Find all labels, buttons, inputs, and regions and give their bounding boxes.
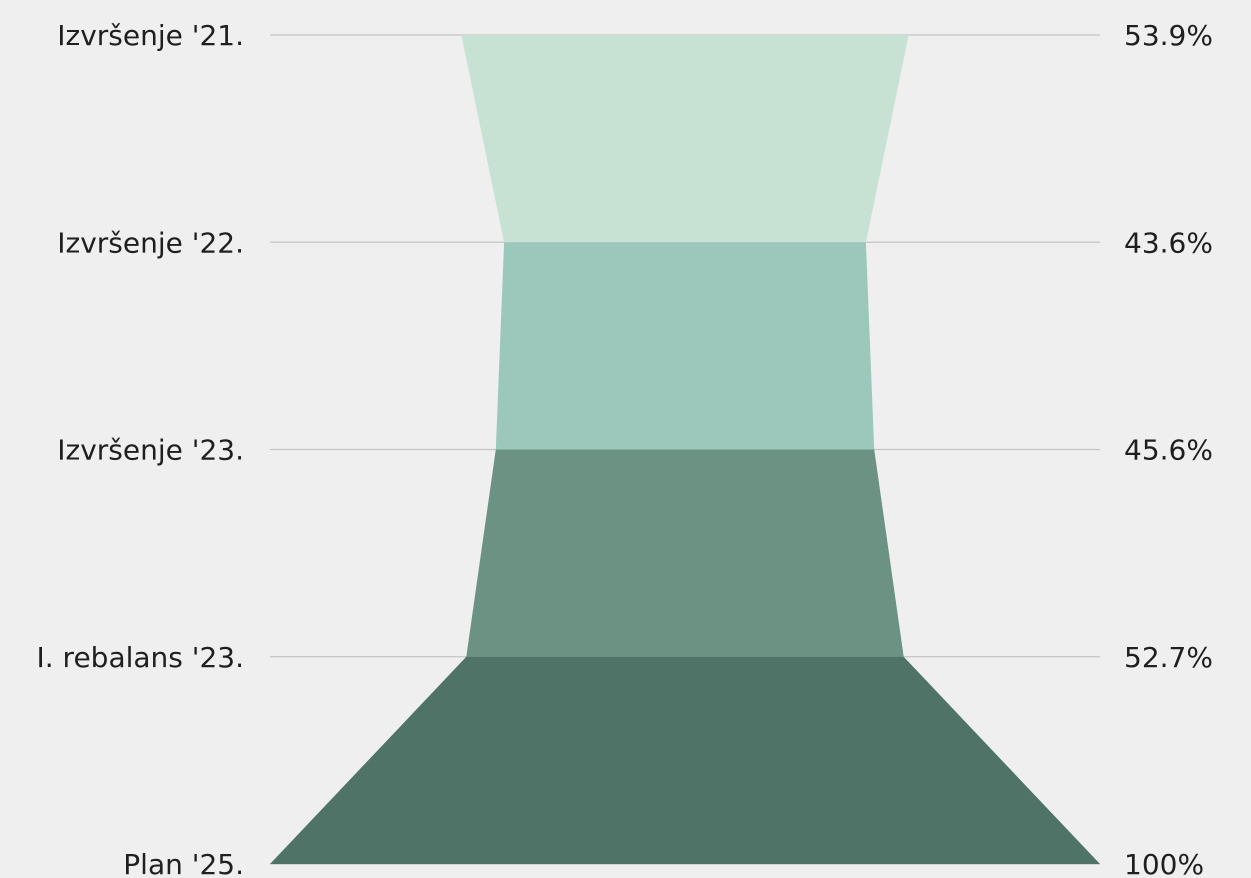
value-label-3: 45.6% (1124, 434, 1213, 467)
funnel-band-4 (270, 656, 1100, 864)
value-label-2: 43.6% (1124, 226, 1213, 259)
category-label-3: Izvršenje '23. (57, 434, 244, 467)
value-label-4: 52.7% (1124, 641, 1213, 674)
category-label-1: Izvršenje '21. (57, 19, 244, 52)
category-label-5: Plan '25. (123, 848, 244, 878)
category-labels: Izvršenje '21. Izvršenje '22. Izvršenje '2… (36, 19, 244, 878)
funnel-bands (270, 35, 1100, 864)
category-label-2: Izvršenje '22. (57, 226, 244, 259)
value-label-5: 100% (1124, 848, 1204, 878)
value-labels: 53.9% 43.6% 45.6% 52.7% 100% (1124, 19, 1213, 878)
funnel-band-1 (461, 35, 909, 243)
funnel-band-3 (466, 449, 904, 657)
category-label-4: I. rebalans '23. (36, 641, 244, 674)
funnel-band-2 (495, 242, 875, 450)
value-label-1: 53.9% (1124, 19, 1213, 52)
